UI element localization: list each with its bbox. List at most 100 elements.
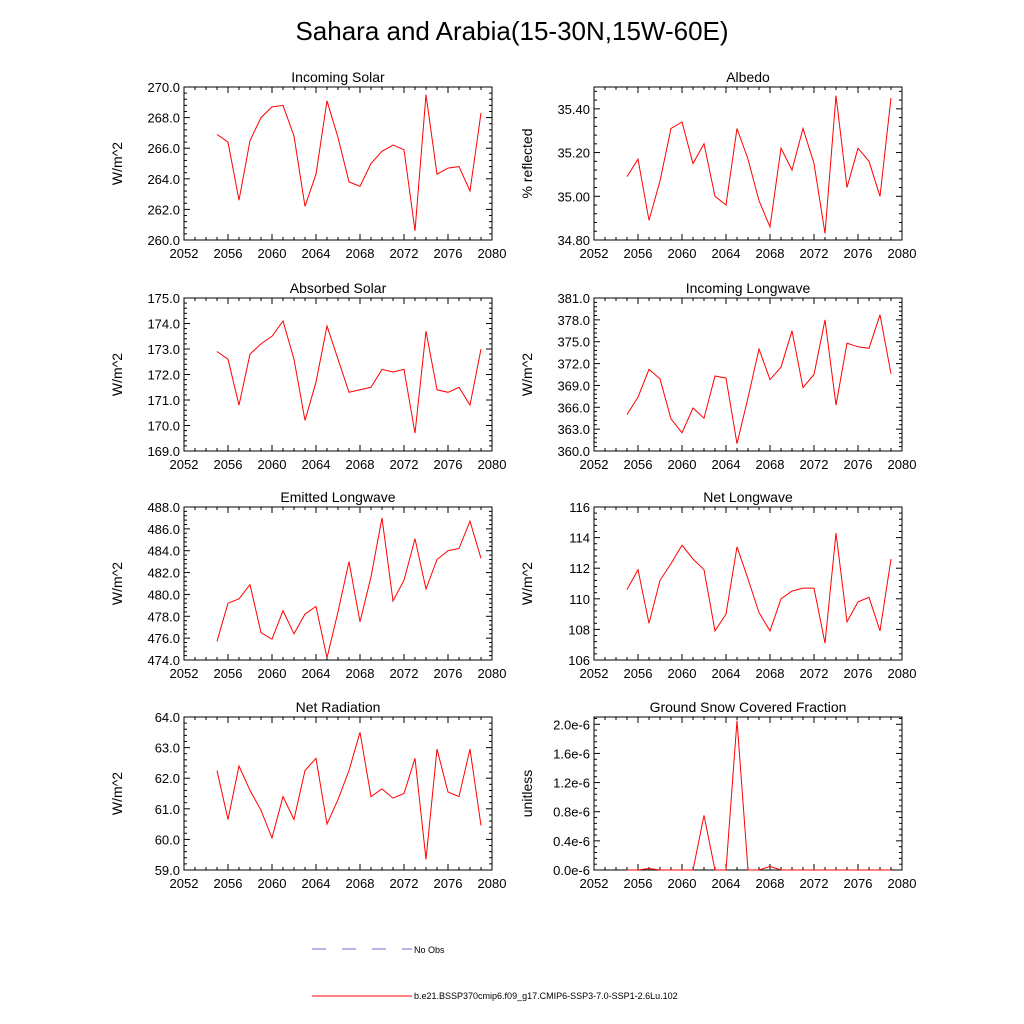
y-tick-label: 484.0 bbox=[147, 544, 180, 559]
x-tick-label: 2060 bbox=[668, 457, 697, 472]
x-tick-label: 2076 bbox=[434, 666, 463, 681]
x-tick-label: 2080 bbox=[888, 666, 917, 681]
chart-panel: Incoming Longwave 2052 2056 2060 2064 2068 207… bbox=[519, 280, 916, 472]
chart-panel: Ground Snow Covered Fraction 2052 2056 2060… bbox=[519, 699, 916, 891]
y-axis-label: W/m^2 bbox=[109, 772, 125, 815]
y-tick-label: 480.0 bbox=[147, 587, 180, 602]
y-tick-label: 369.0 bbox=[557, 378, 590, 393]
x-tick-label: 2060 bbox=[668, 666, 697, 681]
x-tick-label: 2064 bbox=[712, 457, 741, 472]
x-tick-label: 2072 bbox=[800, 457, 829, 472]
x-tick-label: 2080 bbox=[888, 246, 917, 261]
y-tick-label: 1.6e-6 bbox=[553, 746, 590, 761]
series-line bbox=[626, 314, 892, 444]
x-tick-label: 2080 bbox=[888, 457, 917, 472]
x-tick-label: 2060 bbox=[258, 246, 287, 261]
y-tick-label: 61.0 bbox=[155, 802, 180, 817]
y-tick-label: 372.0 bbox=[557, 357, 590, 372]
y-tick-label: 108 bbox=[568, 622, 590, 637]
x-tick-label: 2068 bbox=[756, 666, 785, 681]
y-axis-label: unitless bbox=[519, 770, 535, 817]
x-tick-label: 2052 bbox=[580, 457, 609, 472]
series-line bbox=[627, 720, 891, 871]
y-tick-label: 0.8e-6 bbox=[553, 805, 590, 820]
plot-frame bbox=[183, 506, 493, 661]
y-tick-label: 172.0 bbox=[147, 368, 180, 383]
y-tick-label: 35.40 bbox=[557, 102, 590, 117]
x-tick-label: 2052 bbox=[170, 666, 199, 681]
y-axis-label: W/m^2 bbox=[519, 562, 535, 605]
y-tick-label: 171.0 bbox=[147, 393, 180, 408]
x-tick-label: 2060 bbox=[668, 246, 697, 261]
y-tick-label: 173.0 bbox=[147, 342, 180, 357]
y-tick-label: 366.0 bbox=[557, 400, 590, 415]
plot-frame bbox=[593, 506, 903, 661]
y-tick-label: 363.0 bbox=[557, 422, 590, 437]
y-axis-label: W/m^2 bbox=[519, 353, 535, 396]
y-tick-label: 110 bbox=[569, 592, 590, 607]
y-tick-label: 260.0 bbox=[147, 233, 180, 248]
y-tick-label: 482.0 bbox=[147, 566, 180, 581]
x-tick-label: 2076 bbox=[844, 246, 873, 261]
y-tick-label: 34.80 bbox=[557, 233, 590, 248]
x-tick-label: 2056 bbox=[214, 246, 243, 261]
x-tick-label: 2068 bbox=[346, 666, 375, 681]
x-tick-label: 2068 bbox=[346, 457, 375, 472]
series-line bbox=[216, 732, 482, 860]
series-line bbox=[216, 517, 482, 658]
x-tick-label: 2064 bbox=[302, 666, 331, 681]
y-tick-label: 381.0 bbox=[557, 291, 590, 306]
panel-title: Net Longwave bbox=[703, 489, 793, 505]
x-tick-label: 2052 bbox=[170, 876, 199, 891]
y-tick-label: 474.0 bbox=[147, 653, 180, 668]
y-axis-label: % reflected bbox=[519, 128, 535, 198]
x-tick-label: 2060 bbox=[258, 876, 287, 891]
x-tick-label: 2060 bbox=[258, 457, 287, 472]
x-tick-label: 2052 bbox=[580, 666, 609, 681]
x-tick-label: 2072 bbox=[800, 246, 829, 261]
panel-title: Ground Snow Covered Fraction bbox=[650, 699, 847, 715]
panel-title: Emitted Longwave bbox=[280, 489, 395, 505]
y-tick-label: 264.0 bbox=[147, 172, 180, 187]
x-tick-label: 2056 bbox=[624, 876, 653, 891]
y-tick-label: 476.0 bbox=[147, 631, 180, 646]
plot-frame bbox=[593, 86, 903, 241]
y-tick-label: 0.4e-6 bbox=[553, 834, 590, 849]
x-tick-label: 2076 bbox=[844, 666, 873, 681]
x-tick-label: 2052 bbox=[170, 246, 199, 261]
series-line bbox=[216, 94, 482, 231]
series-line bbox=[216, 319, 482, 434]
x-tick-label: 2080 bbox=[478, 246, 507, 261]
x-tick-label: 2056 bbox=[624, 246, 653, 261]
x-tick-label: 2076 bbox=[434, 246, 463, 261]
x-tick-label: 2056 bbox=[214, 457, 243, 472]
y-axis-label: W/m^2 bbox=[109, 142, 125, 185]
x-tick-label: 2068 bbox=[346, 246, 375, 261]
x-tick-label: 2064 bbox=[712, 666, 741, 681]
y-tick-label: 270.0 bbox=[147, 80, 180, 95]
plot-frame bbox=[183, 716, 493, 871]
legend-obs-label: No Obs bbox=[414, 945, 445, 955]
figure-title: Sahara and Arabia(15-30N,15W-60E) bbox=[295, 16, 728, 46]
panel-title: Albedo bbox=[726, 69, 770, 85]
y-axis-label: W/m^2 bbox=[109, 353, 125, 396]
legend: No Obs b.e21.BSSP370cmip6.f09_g17.CMIP6-… bbox=[312, 945, 678, 1001]
y-tick-label: 1.2e-6 bbox=[553, 776, 590, 791]
x-tick-label: 2064 bbox=[302, 457, 331, 472]
x-tick-label: 2064 bbox=[712, 876, 741, 891]
x-tick-label: 2056 bbox=[214, 666, 243, 681]
x-tick-label: 2052 bbox=[580, 876, 609, 891]
y-tick-label: 64.0 bbox=[155, 710, 180, 725]
y-tick-label: 174.0 bbox=[147, 317, 180, 332]
chart-panel: Albedo 2052 2056 2060 2064 2068 2072 2076 2080 34… bbox=[519, 69, 916, 261]
y-tick-label: 106 bbox=[568, 653, 590, 668]
x-tick-label: 2076 bbox=[434, 876, 463, 891]
y-tick-label: 169.0 bbox=[147, 444, 180, 459]
y-tick-label: 268.0 bbox=[147, 111, 180, 126]
x-tick-label: 2072 bbox=[800, 876, 829, 891]
x-tick-label: 2052 bbox=[580, 246, 609, 261]
y-tick-label: 478.0 bbox=[147, 609, 180, 624]
y-tick-label: 2.0e-6 bbox=[553, 717, 590, 732]
x-tick-label: 2076 bbox=[844, 876, 873, 891]
x-tick-label: 2052 bbox=[170, 457, 199, 472]
